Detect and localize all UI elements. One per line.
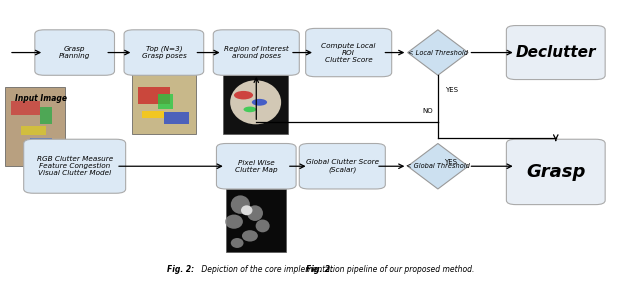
Ellipse shape [231, 238, 244, 248]
FancyBboxPatch shape [506, 26, 605, 79]
Text: Fig. 2:: Fig. 2: [307, 265, 333, 274]
Bar [30, 138, 52, 149]
Text: Grasp: Grasp [526, 163, 586, 181]
Circle shape [252, 99, 267, 106]
Text: NO: NO [422, 108, 433, 114]
Polygon shape [408, 30, 468, 75]
FancyBboxPatch shape [124, 30, 204, 75]
Bar [132, 71, 196, 133]
Text: Fig. 2:: Fig. 2: [167, 265, 194, 274]
Text: RGB Clutter Measure
Feature Congestion
Visual Clutter Model: RGB Clutter Measure Feature Congestion V… [36, 156, 113, 176]
Ellipse shape [230, 80, 281, 124]
Bar [157, 94, 173, 109]
Text: Region of Interest
around poses: Region of Interest around poses [224, 46, 289, 59]
Text: YES: YES [445, 87, 458, 93]
FancyBboxPatch shape [24, 139, 125, 193]
Text: < Global Threshold: < Global Threshold [406, 163, 470, 169]
Bar [20, 127, 46, 135]
Ellipse shape [255, 220, 269, 232]
Ellipse shape [231, 195, 250, 214]
Ellipse shape [242, 230, 258, 242]
Circle shape [234, 91, 253, 100]
FancyBboxPatch shape [506, 139, 605, 205]
Ellipse shape [247, 205, 263, 221]
Text: Global Clutter Score
(Scalar): Global Clutter Score (Scalar) [306, 160, 379, 173]
FancyBboxPatch shape [35, 30, 115, 75]
Circle shape [244, 106, 256, 112]
Text: Fig. 2: Depiction of the core implementation pipeline of our proposed method.: Fig. 2: Depiction of the core implementa… [170, 265, 470, 274]
Text: Declutter: Declutter [516, 45, 596, 60]
Bar [138, 87, 170, 104]
FancyBboxPatch shape [300, 144, 385, 189]
Text: Pixel Wise
Clutter Map: Pixel Wise Clutter Map [235, 160, 278, 173]
Bar [223, 71, 288, 133]
Bar [40, 106, 52, 124]
Ellipse shape [225, 215, 243, 229]
Ellipse shape [241, 205, 252, 215]
Text: Input Image: Input Image [15, 94, 67, 102]
Bar [43, 148, 59, 158]
Text: YES: YES [444, 159, 457, 165]
Text: Grasp
Planning: Grasp Planning [59, 46, 90, 59]
Bar [141, 111, 164, 118]
Text: Depiction of the core implementation pipeline of our proposed method.: Depiction of the core implementation pip… [199, 265, 474, 274]
Text: < Local Threshold: < Local Threshold [408, 50, 468, 56]
Bar [11, 101, 40, 115]
Bar [164, 112, 189, 124]
FancyBboxPatch shape [306, 28, 392, 77]
Bar [4, 87, 65, 166]
Text: Compute Local
ROI
Clutter Score: Compute Local ROI Clutter Score [321, 42, 376, 63]
Text: Top (N=3)
Grasp poses: Top (N=3) Grasp poses [141, 46, 186, 59]
FancyBboxPatch shape [216, 144, 296, 189]
Bar [226, 189, 285, 251]
FancyBboxPatch shape [213, 30, 300, 75]
Polygon shape [408, 144, 468, 189]
